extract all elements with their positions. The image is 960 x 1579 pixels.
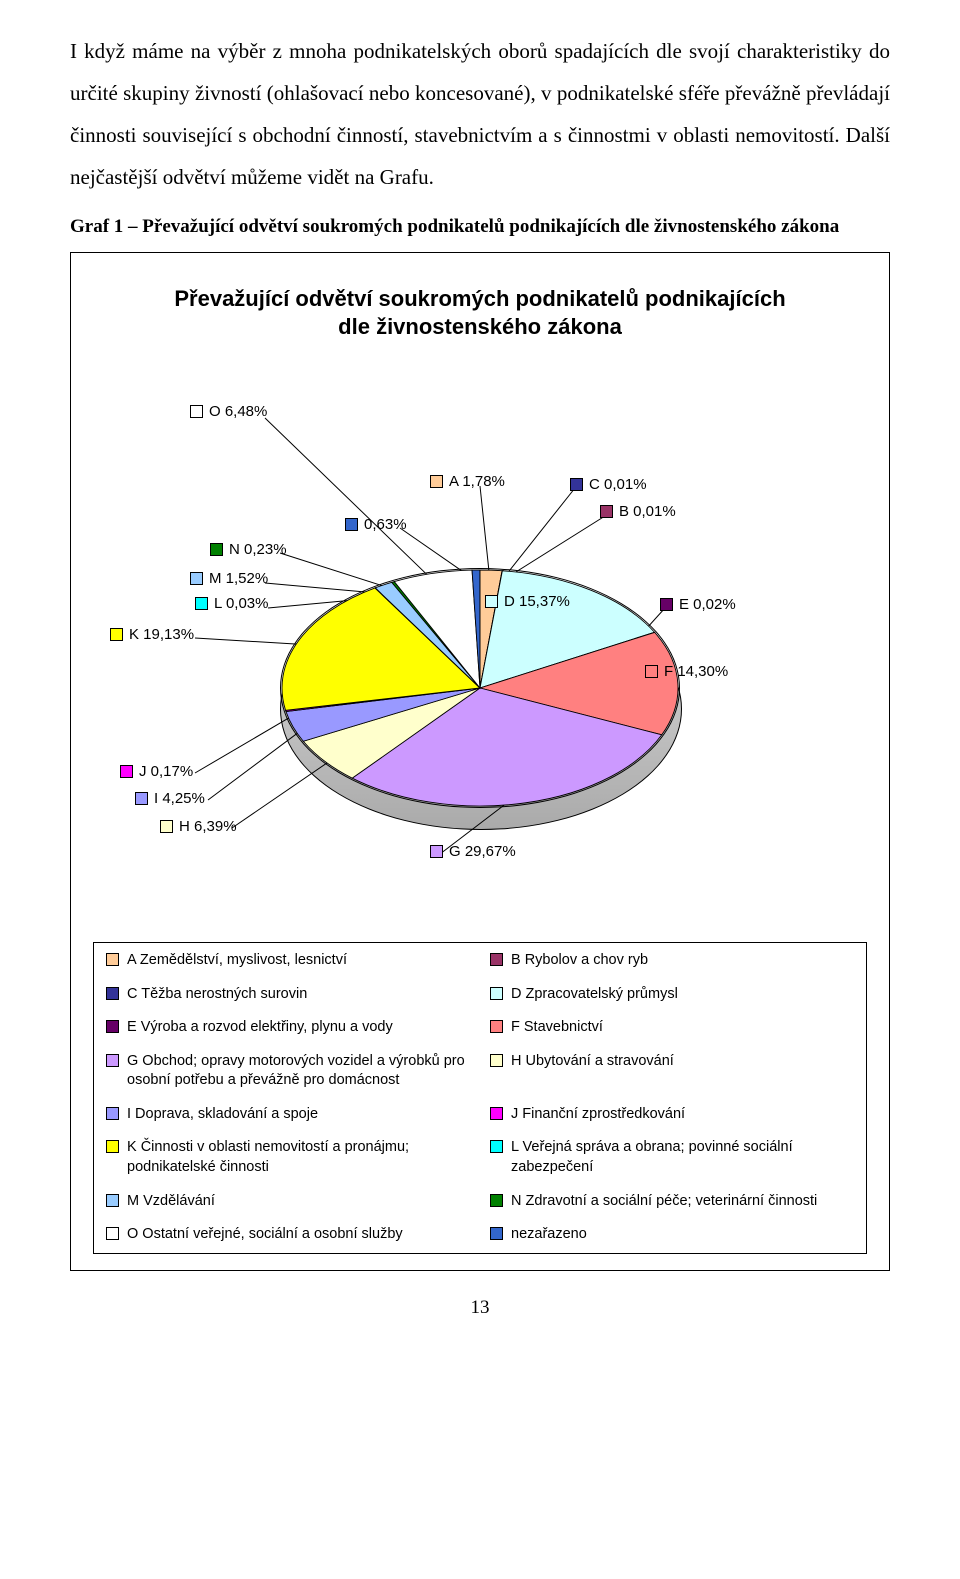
page-number: 13 [70,1297,890,1319]
legend-item: H Ubytování a stravování [490,1052,854,1091]
chart-title-line2: dle živnostenského zákona [93,313,867,341]
chart-frame: Převažující odvětví soukromých podnikate… [70,252,890,1271]
body-paragraph: I když máme na výběr z mnoha podnikatels… [70,30,890,198]
callout-H: H 6,39% [160,818,237,835]
callout-A: A 1,78% [430,473,505,490]
legend-item: B Rybolov a chov ryb [490,951,854,971]
callout-J: J 0,17% [120,763,193,780]
pie-chart [280,568,680,828]
callout-L: L 0,03% [195,595,269,612]
callout-F: F 14,30% [645,663,728,680]
chart-title: Převažující odvětví soukromých podnikate… [93,285,867,340]
legend-item: G Obchod; opravy motorových vozidel a vý… [106,1052,470,1091]
callout-M: M 1,52% [190,570,268,587]
callout-D: D 15,37% [485,593,570,610]
legend-item: I Doprava, skladování a spoje [106,1105,470,1125]
chart-area: O 6,48% A 1,78% C 0,01% B 0,01% 0,63% N … [100,368,860,928]
callout-B: B 0,01% [600,503,676,520]
legend-item: D Zpracovatelský průmysl [490,985,854,1005]
callout-K: K 19,13% [110,626,194,643]
legend-item: nezařazeno [490,1225,854,1245]
callout-X: 0,63% [345,516,407,533]
callout-G: G 29,67% [430,843,516,860]
legend-item: M Vzdělávání [106,1192,470,1212]
callout-E: E 0,02% [660,596,736,613]
legend-item: C Těžba nerostných surovin [106,985,470,1005]
figure-caption: Graf 1 – Převažující odvětví soukromých … [70,216,890,238]
legend-item: L Veřejná správa a obrana; povinné sociá… [490,1138,854,1177]
callout-N: N 0,23% [210,541,287,558]
legend: A Zemědělství, myslivost, lesnictví B Ryb… [93,942,867,1254]
legend-item: F Stavebnictví [490,1018,854,1038]
callout-I: I 4,25% [135,790,205,807]
legend-item: K Činnosti v oblasti nemovitostí a proná… [106,1138,470,1177]
legend-item: N Zdravotní a sociální péče; veterinární… [490,1192,854,1212]
callout-O: O 6,48% [190,403,267,420]
legend-item: J Finanční zprostředkování [490,1105,854,1125]
chart-title-line1: Převažující odvětví soukromých podnikate… [174,286,785,311]
callout-C: C 0,01% [570,476,647,493]
legend-item: E Výroba a rozvod elektřiny, plynu a vod… [106,1018,470,1038]
legend-item: O Ostatní veřejné, sociální a osobní slu… [106,1225,470,1245]
legend-item: A Zemědělství, myslivost, lesnictví [106,951,470,971]
